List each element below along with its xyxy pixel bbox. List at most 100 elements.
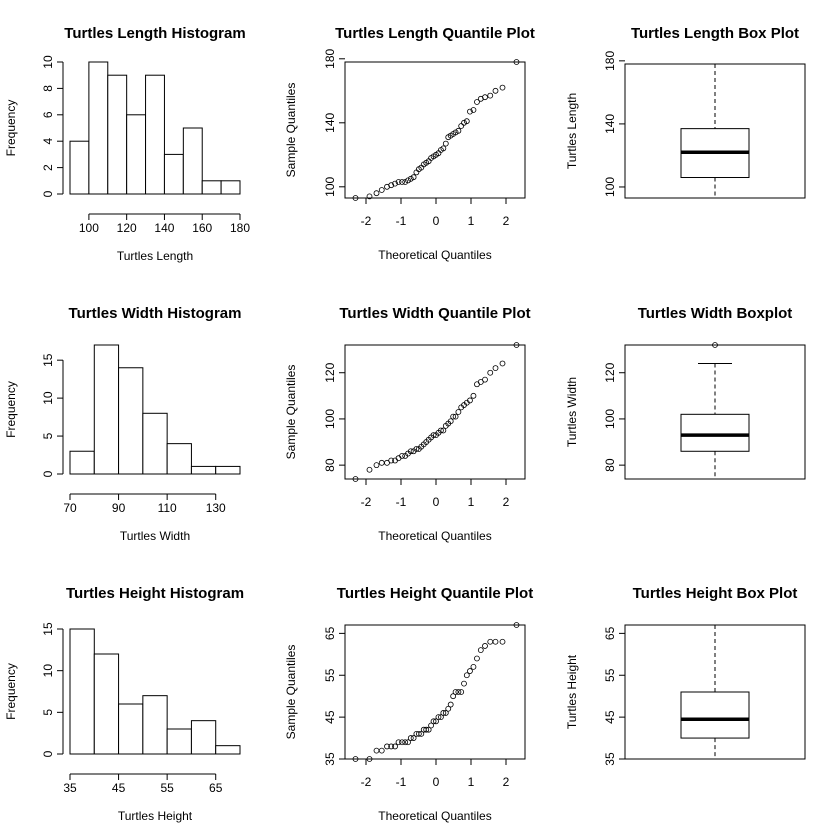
y-axis-label: Sample Quantiles	[284, 83, 298, 178]
data-point	[378, 187, 385, 193]
data-point	[415, 730, 422, 737]
y-tick-label: 35	[603, 752, 617, 766]
data-point	[463, 118, 470, 125]
data-point	[378, 747, 385, 754]
data-point	[492, 87, 499, 94]
histogram-bar	[190, 465, 217, 475]
data-point	[352, 476, 359, 482]
data-point	[392, 180, 398, 187]
histogram-bar	[182, 127, 203, 195]
x-tick-label: 100	[79, 221, 99, 235]
x-tick-label: -1	[396, 214, 407, 228]
data-point	[467, 108, 473, 115]
data-point	[366, 466, 373, 473]
data-point	[395, 179, 402, 185]
box-iqr	[680, 413, 750, 452]
y-tick-label: 10	[41, 664, 55, 678]
data-point	[395, 739, 402, 746]
data-point	[352, 756, 359, 762]
x-tick-label: 45	[112, 781, 126, 795]
data-point	[499, 360, 506, 367]
histogram-bar	[118, 367, 144, 475]
x-axis-label: Theoretical Quantiles	[378, 529, 491, 543]
y-tick-label: 65	[603, 626, 617, 640]
chart-title: Turtles Length Box Plot	[631, 25, 799, 42]
data-point	[482, 643, 488, 649]
y-tick-label: 10	[41, 55, 55, 69]
histogram-bar	[93, 344, 120, 475]
x-axis-label: Theoretical Quantiles	[378, 248, 491, 262]
data-point	[487, 369, 494, 376]
data-point	[440, 145, 447, 152]
data-point	[392, 743, 398, 750]
data-point	[373, 462, 380, 469]
data-point	[402, 739, 409, 746]
x-tick-label: 0	[433, 495, 440, 509]
data-point	[461, 119, 467, 126]
y-axis-label: Turtles Height	[565, 654, 579, 729]
data-point	[458, 123, 465, 129]
y-tick-label: 80	[603, 458, 617, 472]
data-point	[467, 397, 473, 404]
data-point	[413, 446, 420, 452]
y-axis-label: Frequency	[4, 381, 18, 438]
panel-2-3: Turtles Width Boxplot 80 100 120 Turtles Wid…	[565, 305, 806, 480]
data-point	[428, 722, 435, 729]
data-point	[352, 195, 359, 201]
data-point	[455, 127, 462, 134]
plot-frame	[344, 61, 526, 199]
data-point	[470, 663, 477, 670]
histogram-bar	[93, 653, 120, 755]
x-tick-label: 180	[230, 221, 250, 235]
data-point	[442, 140, 449, 147]
histogram-bar	[215, 465, 241, 475]
histogram-bar	[201, 180, 222, 195]
histogram-bar	[220, 180, 241, 195]
data-point	[407, 448, 414, 455]
chart-title: Turtles Height Box Plot	[633, 585, 798, 602]
y-tick-label: 120	[323, 362, 337, 382]
x-tick-label: -2	[361, 214, 372, 228]
x-tick-label: -2	[361, 495, 372, 509]
x-tick-label: 2	[503, 775, 510, 789]
plot-frame	[344, 344, 526, 480]
data-point	[455, 689, 462, 695]
x-tick-label: 1	[468, 214, 475, 228]
y-tick-label: 15	[41, 353, 55, 367]
panel-1-1: Turtles Length Histogram 100 120 140 160 180 0…	[4, 25, 250, 263]
outlier-point	[712, 342, 718, 348]
panel-3-1: Turtles Height Histogram 35 45 55 65 0 5 10 15 Tu…	[4, 585, 244, 823]
data-point	[474, 655, 480, 662]
data-point	[474, 99, 480, 105]
histogram-bar	[166, 443, 192, 475]
data-point	[430, 432, 437, 439]
data-point	[447, 418, 454, 425]
data-point	[463, 672, 470, 679]
data-point	[442, 710, 449, 716]
y-tick-label: 5	[41, 432, 55, 439]
histogram-bar	[190, 720, 217, 755]
data-point	[418, 730, 425, 737]
chart-title: Turtles Width Quantile Plot	[339, 305, 530, 322]
chart-title: Turtles Length Quantile Plot	[335, 25, 535, 42]
data-point	[373, 747, 380, 754]
y-tick-label: 2	[41, 164, 55, 171]
data-point	[399, 739, 405, 746]
x-tick-label: 90	[112, 501, 126, 515]
x-axis-label: Theoretical Quantiles	[378, 809, 491, 823]
data-point	[430, 718, 437, 725]
data-point	[445, 705, 452, 712]
y-tick-label: 8	[41, 85, 55, 92]
y-axis-label: Sample Quantiles	[284, 645, 298, 740]
y-tick-label: 15	[41, 622, 55, 636]
chart-title: Turtles Height Histogram	[66, 585, 244, 602]
data-point	[366, 756, 373, 762]
data-point	[513, 59, 520, 65]
data-point	[499, 638, 506, 645]
data-point	[407, 175, 414, 182]
x-axis-label: Turtles Width	[120, 529, 190, 543]
box-iqr	[680, 691, 750, 739]
histogram-bar	[215, 745, 241, 755]
chart-title: Turtles Width Boxplot	[638, 305, 793, 322]
